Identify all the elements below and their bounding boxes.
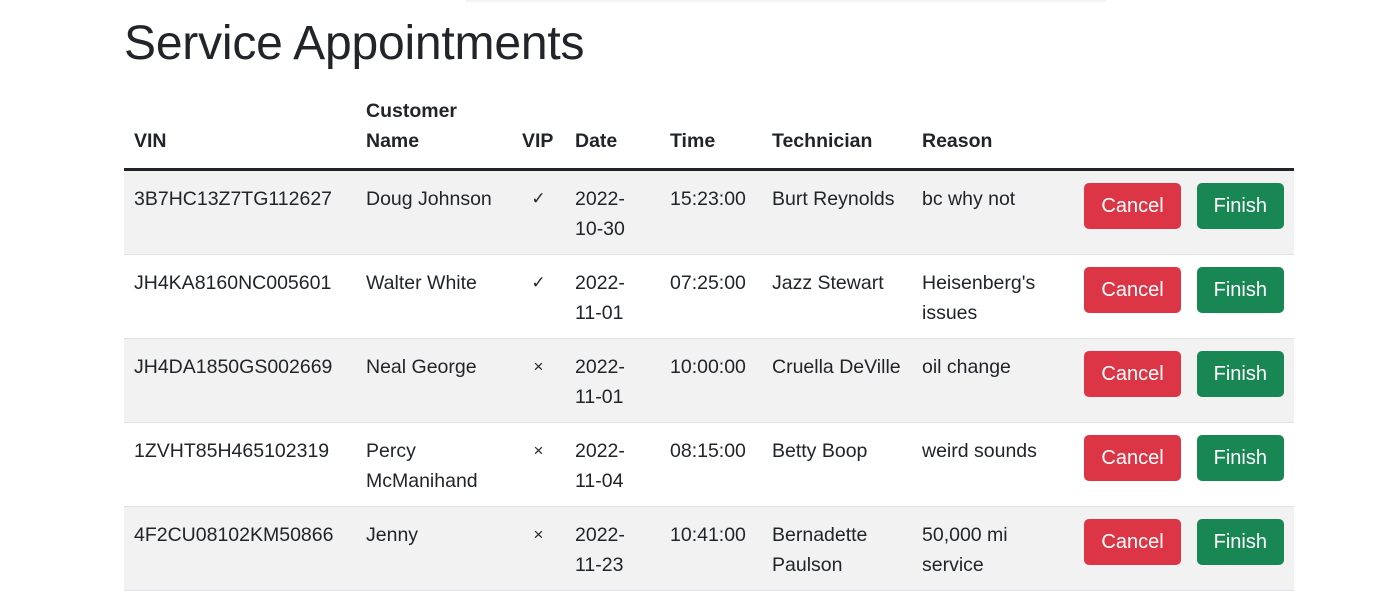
finish-button[interactable]: Finish <box>1196 435 1284 481</box>
header-date: Date <box>565 96 660 171</box>
customer-name-cell: Walter White <box>356 254 512 339</box>
vin-cell: JH4DA1850GS002669 <box>124 338 356 423</box>
appointments-table: VIN Customer Name VIP Date Time Technici… <box>124 96 1294 591</box>
vin-cell: JH4KA8160NC005601 <box>124 254 356 339</box>
table-row: 3B7HC13Z7TG112627 Doug Johnson ✓ 2022-10… <box>124 169 1294 255</box>
date-cell: 2022-11-01 <box>565 254 660 339</box>
reason-cell: weird sounds <box>912 422 1062 507</box>
table-header-row: VIN Customer Name VIP Date Time Technici… <box>124 96 1294 171</box>
table-row: 1ZVHT85H465102319 Percy McManihand × 202… <box>124 422 1294 507</box>
customer-name-cell: Jenny <box>356 506 512 591</box>
actions-cell: Cancel Finish <box>1062 169 1294 255</box>
time-cell: 10:41:00 <box>660 506 762 591</box>
vip-check-icon: ✓ <box>512 254 565 339</box>
actions-cell: Cancel Finish <box>1062 422 1294 507</box>
page-title: Service Appointments <box>124 17 585 70</box>
table-row: JH4DA1850GS002669 Neal George × 2022-11-… <box>124 338 1294 423</box>
vip-cross-icon: × <box>512 506 565 591</box>
main-content: Service Appointments VIN Customer Name V… <box>124 0 1294 591</box>
time-cell: 07:25:00 <box>660 254 762 339</box>
header-customer-name: Customer Name <box>356 96 512 171</box>
vin-cell: 4F2CU08102KM50866 <box>124 506 356 591</box>
time-cell: 15:23:00 <box>660 169 762 255</box>
finish-button[interactable]: Finish <box>1196 267 1284 313</box>
header-vip: VIP <box>512 96 565 171</box>
customer-name-cell: Neal George <box>356 338 512 423</box>
time-cell: 08:15:00 <box>660 422 762 507</box>
table-row: 4F2CU08102KM50866 Jenny × 2022-11-23 10:… <box>124 506 1294 591</box>
header-technician: Technician <box>762 96 912 171</box>
vin-cell: 3B7HC13Z7TG112627 <box>124 169 356 255</box>
customer-name-cell: Percy McManihand <box>356 422 512 507</box>
cancel-button[interactable]: Cancel <box>1084 519 1181 565</box>
technician-cell: Jazz Stewart <box>762 254 912 339</box>
vip-cross-icon: × <box>512 338 565 423</box>
finish-button[interactable]: Finish <box>1196 183 1284 229</box>
technician-cell: Betty Boop <box>762 422 912 507</box>
customer-name-cell: Doug Johnson <box>356 169 512 255</box>
cancel-button[interactable]: Cancel <box>1084 351 1181 397</box>
date-cell: 2022-11-01 <box>565 338 660 423</box>
vip-cross-icon: × <box>512 422 565 507</box>
actions-cell: Cancel Finish <box>1062 338 1294 423</box>
cancel-button[interactable]: Cancel <box>1084 267 1181 313</box>
cancel-button[interactable]: Cancel <box>1084 183 1181 229</box>
finish-button[interactable]: Finish <box>1196 351 1284 397</box>
time-cell: 10:00:00 <box>660 338 762 423</box>
technician-cell: Burt Reynolds <box>762 169 912 255</box>
cancel-button[interactable]: Cancel <box>1084 435 1181 481</box>
top-divider <box>466 0 1106 2</box>
actions-cell: Cancel Finish <box>1062 254 1294 339</box>
date-cell: 2022-10-30 <box>565 169 660 255</box>
header-actions <box>1062 96 1294 171</box>
vip-check-icon: ✓ <box>512 169 565 255</box>
table-row: JH4KA8160NC005601 Walter White ✓ 2022-11… <box>124 254 1294 339</box>
header-time: Time <box>660 96 762 171</box>
vin-cell: 1ZVHT85H465102319 <box>124 422 356 507</box>
reason-cell: oil change <box>912 338 1062 423</box>
date-cell: 2022-11-23 <box>565 506 660 591</box>
header-vin: VIN <box>124 96 356 171</box>
reason-cell: 50,000 mi service <box>912 506 1062 591</box>
reason-cell: bc why not <box>912 169 1062 255</box>
header-reason: Reason <box>912 96 1062 171</box>
date-cell: 2022-11-04 <box>565 422 660 507</box>
technician-cell: Bernadette Paulson <box>762 506 912 591</box>
technician-cell: Cruella DeVille <box>762 338 912 423</box>
finish-button[interactable]: Finish <box>1196 519 1284 565</box>
reason-cell: Heisenberg's issues <box>912 254 1062 339</box>
actions-cell: Cancel Finish <box>1062 506 1294 591</box>
